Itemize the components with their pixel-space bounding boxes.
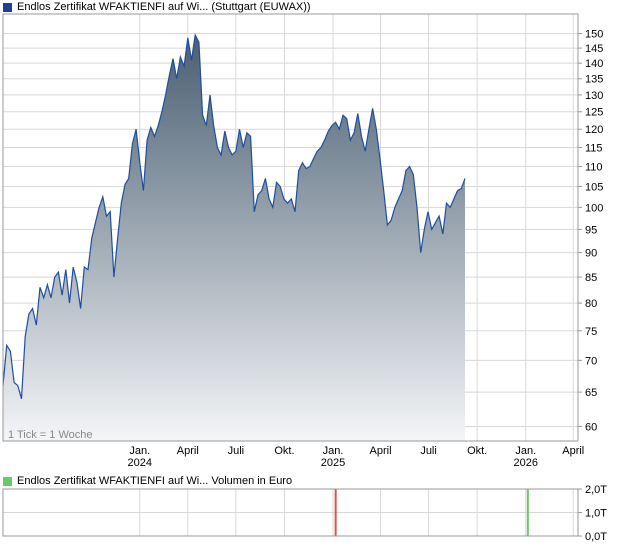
price-y-tick-label: 65 [585,387,597,399]
price-y-tick-label: 85 [585,272,597,284]
price-y-tick-label: 60 [585,421,597,433]
volume-grid [3,488,578,537]
price-legend-label: Endlos Zertifikat WFAKTIENFI auf Wi... (… [17,1,311,13]
price-area [3,35,465,441]
price-y-tick-label: 90 [585,248,597,260]
price-x-tick-label: April [370,445,392,457]
price-y-tick-label: 115 [585,142,603,154]
price-legend-swatch [3,2,12,12]
price-y-tick-label: 145 [585,43,603,55]
price-x-tick-label: Jan. [323,445,344,457]
price-y-tick-label: 70 [585,355,597,367]
price-frame [2,13,579,442]
price-x-year-label: 2025 [321,457,345,469]
price-x-year-label: 2024 [128,457,152,469]
price-y-tick-label: 140 [585,58,603,70]
volume-legend-swatch [3,476,12,486]
tick-note: 1 Tick = 1 Woche [8,429,92,441]
price-y-tick-label: 75 [585,326,597,338]
price-x-tick-label: Okt. [274,445,294,457]
price-y-tick-label: 120 [585,124,603,136]
price-x-tick-label: Okt. [467,445,487,457]
price-y-tick-label: 125 [585,107,603,119]
volume-y-tick-label: 0,0T [585,531,607,543]
price-x-tick-label: Juli [420,445,437,457]
price-x-tick-label: Jan. [129,445,150,457]
price-x-tick-label: Juli [228,445,245,457]
volume-y-tick-label: 2,0T [585,484,607,496]
volume-y-tick-label: 1,0T [585,508,607,520]
volume-bars [334,489,529,536]
price-x-tick-label: April [562,445,584,457]
price-y-tick-label: 110 [585,162,603,174]
volume-legend-label: Endlos Zertifikat WFAKTIENFI auf Wi... V… [17,475,293,487]
volume-bar [334,489,337,536]
price-y-tick-label: 80 [585,298,597,310]
price-x-tick-label: Jan. [515,445,536,457]
price-y-tick-label: 150 [585,29,603,41]
price-y-tick-label: 130 [585,90,603,102]
price-line [2,33,466,399]
price-legend: Endlos Zertifikat WFAKTIENFI auf Wi... (… [3,0,311,14]
price-y-tick-label: 135 [585,74,603,86]
price-y-tick-label: 95 [585,224,597,236]
volume-y-axis: 2,0T 1,0T 0,0T [578,484,607,543]
volume-legend: Endlos Zertifikat WFAKTIENFI auf Wi... V… [3,474,292,488]
price-y-tick-label: 105 [585,181,603,193]
price-y-axis: 150 145 140 135 130 125 120 115 110 105 100 95 90 85 8… [578,29,603,433]
price-x-year-label: 2026 [513,457,537,469]
price-y-tick-label: 100 [585,202,603,214]
volume-bar [526,489,529,536]
price-x-tick-label: April [177,445,199,457]
